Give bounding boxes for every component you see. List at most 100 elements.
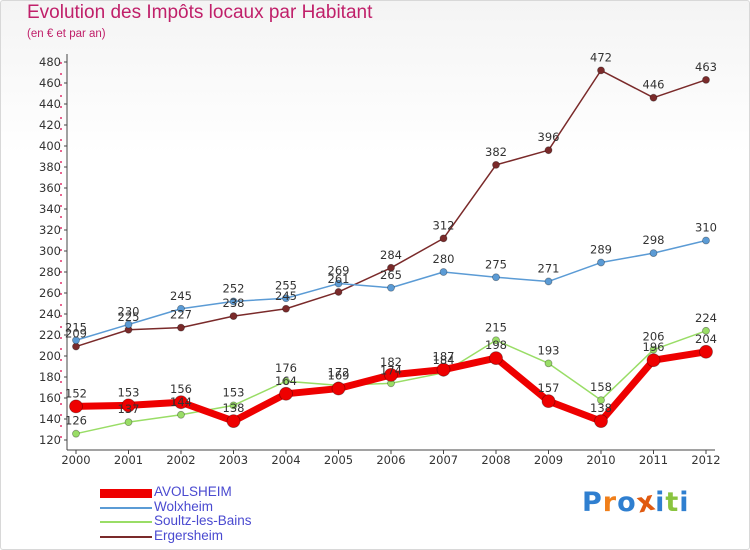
y-tick-label: 220 [39,328,61,342]
logo-letter: i [655,487,666,518]
y-tick-label: 120 [39,433,61,447]
soultz-les-bains-data-label: 174 [380,363,402,377]
series-layer [69,66,713,438]
wolxheim-data-label: 252 [223,281,245,295]
soultz-les-bains-data-label: 137 [118,402,140,416]
avolsheim-data-label: 187 [433,350,455,364]
soultz-les-bains-data-label: 126 [65,414,87,428]
chart-title: Evolution des Impôts locaux par Habitant [27,2,373,23]
avolsheim-data-label: 198 [485,338,507,352]
wolxheim-point [492,273,500,282]
soultz-les-bains-point [177,410,185,419]
wolxheim-point [177,304,185,313]
wolxheim-point [544,277,553,286]
avolsheim-data-label: 152 [65,386,87,400]
legend-label-avolsheim: AVOLSHEIM [154,484,232,499]
logo-letter: P [582,487,603,518]
avolsheim-data-label: 157 [538,381,560,395]
ergersheim-data-label: 238 [223,296,245,310]
y-tick-label: 260 [39,286,61,300]
avolsheim-data-label: 196 [643,340,665,354]
legend-label-soultz-les-bains: Soultz-les-Bains [154,513,252,528]
ergersheim-point [282,304,290,313]
ergersheim-point [387,263,395,272]
wolxheim-data-label: 230 [118,305,140,319]
wolxheim-point [702,236,710,245]
y-tick-label: 340 [39,202,61,216]
soultz-les-bains-data-label: 206 [643,330,665,344]
soultz-les-bains-data-label: 215 [485,320,507,334]
wolxheim-point [387,283,395,292]
wolxheim-data-label: 275 [485,257,507,271]
soultz-les-bains-point [124,418,133,427]
x-tick-label: 2011 [639,453,668,467]
avolsheim-data-label: 156 [170,382,192,396]
soultz-les-bains-data-label: 158 [590,380,612,394]
ergersheim-point [649,93,658,102]
wolxheim-data-label: 280 [433,252,455,266]
x-tick-label: 2004 [271,453,300,467]
legend-label-ergersheim: Ergersheim [154,527,224,543]
wolxheim-data-label: 255 [275,278,297,292]
soultz-les-bains-data-label: 184 [433,353,455,367]
avolsheim-point [384,367,398,382]
y-tick-label: 460 [39,76,61,90]
logo-letter: t [665,487,680,518]
soultz-les-bains-point [492,336,500,345]
ergersheim-point [492,160,500,169]
y-tick-label: 380 [39,160,61,174]
wolxheim-data-label: 245 [170,289,192,303]
x-tick-label: 2010 [586,453,615,467]
data-labels-layer: 209 225 227 238 245 261 284 312 382 396 472 446 463 2… [65,50,717,427]
x-tick-label: 2009 [534,453,563,467]
y-tick-label: 240 [39,307,61,321]
ergersheim-data-label: 284 [380,248,402,262]
soultz-les-bains-data-label: 193 [538,343,560,357]
y-tick-label: 320 [39,223,61,237]
wolxheim-point [229,297,238,306]
ergersheim-point [177,323,185,332]
legend-swatch-ergersheim [100,535,152,538]
y-tick-label: 360 [39,181,61,195]
avolsheim-data-label: 169 [328,369,350,383]
ergersheim-data-label: 245 [275,289,297,303]
avolsheim-point [121,398,136,413]
y-tick-label: 440 [39,97,61,111]
avolsheim-point [279,386,293,401]
avolsheim-point [489,351,503,366]
ergersheim-point [544,146,553,155]
soultz-les-bains-data-label: 144 [170,395,192,409]
legend-swatch-soultz-les-bains [100,521,152,523]
soultz-les-bains-point [702,326,710,335]
avolsheim-data-label: 182 [380,355,402,369]
x-tick-label: 2008 [481,453,510,467]
line-chart: 120 140 160 180 200 220 240 260 280 300 320 340 360 3… [39,50,721,467]
x-tick-label: 2003 [219,453,248,467]
soultz-les-bains-point [282,377,290,386]
x-tick-label: 2006 [376,453,405,467]
wolxheim-data-label: 289 [590,243,612,257]
y-tick-label: 400 [39,139,61,153]
ergersheim-data-label: 382 [485,145,507,159]
ergersheim-data-label: 261 [328,272,350,286]
axes: 120 140 160 180 200 220 240 260 280 300 320 340 360 3… [39,54,721,467]
avolsheim-data-label: 204 [695,332,717,346]
soultz-les-bains-data-label: 153 [223,385,245,399]
x-tick-label: 2012 [691,453,720,467]
wolxheim-data-label: 310 [695,221,717,235]
ergersheim-point [597,66,605,75]
soultz-les-bains-data-label: 176 [275,361,297,375]
soultz-les-bains-data-label: 224 [695,311,717,325]
wolxheim-point [282,294,290,303]
ergersheim-point [334,288,343,296]
avolsheim-point [699,344,713,359]
y-tick-label: 160 [39,391,61,405]
x-tick-label: 2007 [429,453,458,467]
wolxheim-data-label: 265 [380,268,402,282]
ergersheim-data-label: 312 [433,218,455,232]
logo-letter: o [617,487,637,518]
ergersheim-line [75,69,707,348]
ergersheim-data-label: 227 [170,308,192,322]
y-tick-label: 180 [39,370,61,384]
avolsheim-data-label: 164 [275,374,297,388]
